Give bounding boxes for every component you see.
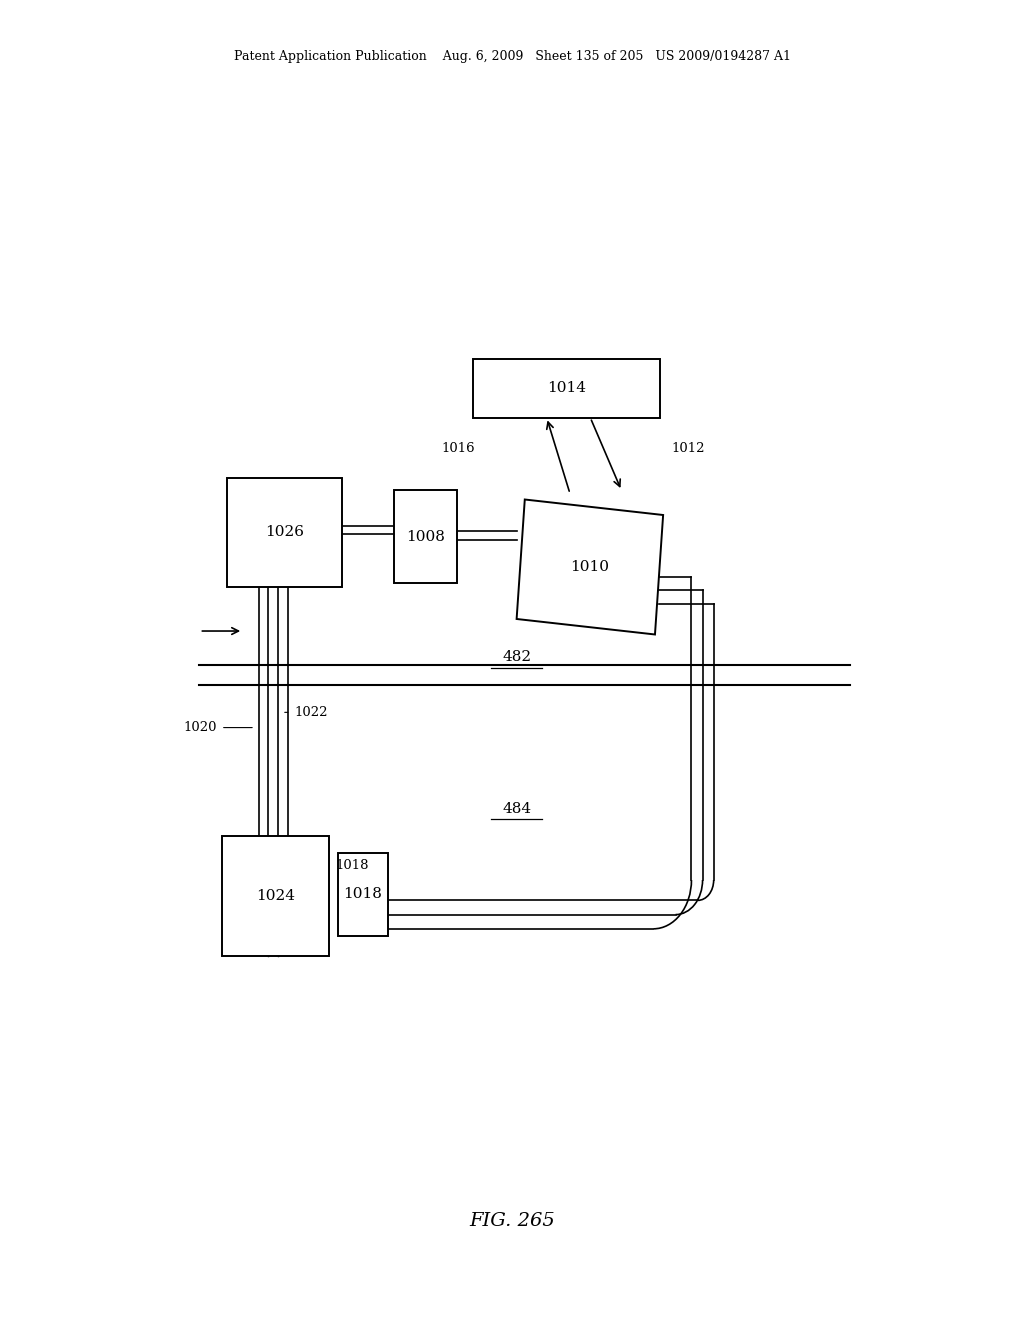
- Text: FIG. 265: FIG. 265: [469, 1212, 555, 1230]
- Bar: [394, 490, 458, 583]
- Text: 1010: 1010: [570, 560, 609, 574]
- Text: 482: 482: [503, 651, 531, 664]
- Polygon shape: [517, 499, 664, 635]
- Text: 1008: 1008: [407, 529, 445, 544]
- Text: 1026: 1026: [265, 525, 304, 540]
- Text: 1022: 1022: [295, 706, 328, 719]
- Text: 1024: 1024: [256, 890, 295, 903]
- Text: 1016: 1016: [441, 442, 475, 454]
- Text: 1018: 1018: [336, 859, 370, 873]
- Text: 484: 484: [503, 801, 531, 816]
- Bar: [338, 853, 387, 936]
- Text: 1014: 1014: [547, 381, 586, 395]
- Bar: [221, 837, 329, 956]
- Text: 1020: 1020: [183, 721, 217, 734]
- Text: 1018: 1018: [343, 887, 382, 902]
- Bar: [473, 359, 659, 417]
- Text: 1012: 1012: [672, 442, 706, 454]
- Bar: [227, 478, 342, 587]
- Text: Patent Application Publication    Aug. 6, 2009   Sheet 135 of 205   US 2009/0194: Patent Application Publication Aug. 6, 2…: [233, 50, 791, 63]
